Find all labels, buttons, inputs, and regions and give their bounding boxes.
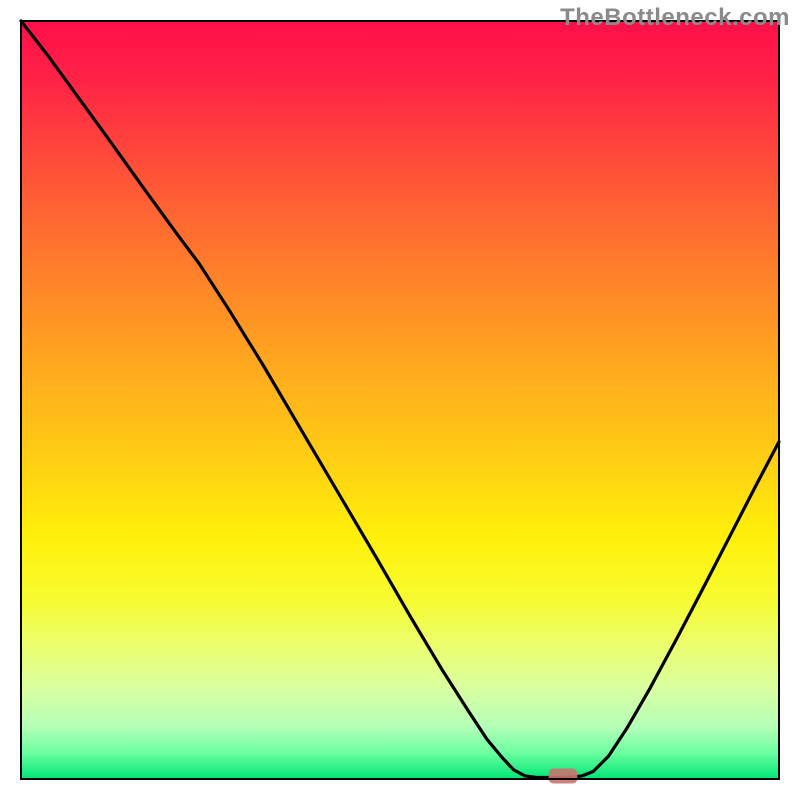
chart-container: TheBottleneck.com [0, 0, 800, 800]
bottleneck-chart [0, 0, 800, 800]
watermark-text: TheBottleneck.com [560, 4, 790, 32]
optimal-marker [549, 768, 578, 783]
gradient-background [21, 21, 779, 779]
